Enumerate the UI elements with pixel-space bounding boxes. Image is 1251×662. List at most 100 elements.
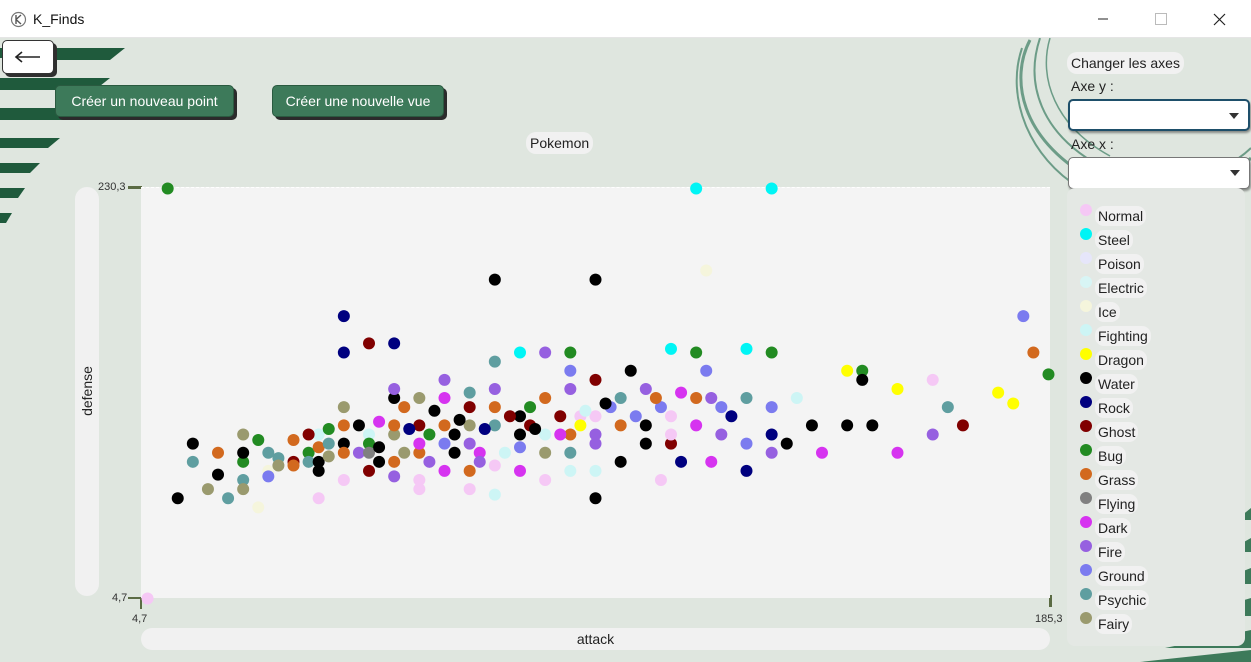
- scatter-point[interactable]: [403, 423, 416, 436]
- scatter-point[interactable]: [388, 428, 401, 441]
- scatter-point[interactable]: [478, 423, 491, 436]
- scatter-point[interactable]: [312, 455, 325, 468]
- scatter-point[interactable]: [312, 464, 325, 477]
- scatter-point[interactable]: [398, 446, 411, 459]
- scatter-point[interactable]: [388, 455, 401, 468]
- scatter-point[interactable]: [564, 364, 577, 377]
- scatter-point[interactable]: [926, 428, 939, 441]
- scatter-point[interactable]: [252, 501, 265, 514]
- scatter-point[interactable]: [675, 386, 688, 399]
- scatter-point[interactable]: [262, 446, 275, 459]
- scatter-point[interactable]: [780, 437, 793, 450]
- scatter-point[interactable]: [675, 455, 688, 468]
- scatter-point[interactable]: [579, 404, 592, 417]
- scatter-point[interactable]: [514, 464, 527, 477]
- scatter-point[interactable]: [514, 346, 527, 359]
- y-axis-select[interactable]: [1068, 99, 1250, 131]
- scatter-point[interactable]: [539, 346, 552, 359]
- scatter-point[interactable]: [388, 470, 401, 483]
- scatter-point[interactable]: [388, 392, 401, 405]
- scatter-point[interactable]: [337, 401, 350, 414]
- scatter-point[interactable]: [539, 428, 552, 441]
- scatter-point[interactable]: [463, 401, 476, 414]
- scatter-point[interactable]: [529, 423, 542, 436]
- scatter-point[interactable]: [201, 483, 214, 496]
- maximize-button[interactable]: [1132, 0, 1190, 38]
- x-axis-select[interactable]: [1068, 157, 1250, 189]
- scatter-point[interactable]: [629, 410, 642, 423]
- scatter-point[interactable]: [252, 433, 265, 446]
- scatter-point[interactable]: [312, 492, 325, 505]
- scatter-point[interactable]: [373, 455, 386, 468]
- scatter-point[interactable]: [473, 455, 486, 468]
- scatter-point[interactable]: [428, 404, 441, 417]
- scatter-point[interactable]: [463, 419, 476, 432]
- scatter-point[interactable]: [488, 273, 501, 286]
- scatter-point[interactable]: [589, 492, 602, 505]
- scatter-point[interactable]: [700, 264, 713, 277]
- minimize-button[interactable]: [1074, 0, 1132, 38]
- scatter-point[interactable]: [926, 373, 939, 386]
- scatter-point[interactable]: [463, 437, 476, 450]
- scatter-point[interactable]: [488, 459, 501, 472]
- scatter-point[interactable]: [363, 446, 376, 459]
- scatter-point[interactable]: [322, 423, 335, 436]
- scatter-point[interactable]: [564, 382, 577, 395]
- scatter-point[interactable]: [237, 446, 250, 459]
- scatter-point[interactable]: [302, 446, 315, 459]
- scatter-point[interactable]: [841, 364, 854, 377]
- scatter-point[interactable]: [654, 401, 667, 414]
- scatter-point[interactable]: [413, 437, 426, 450]
- scatter-point[interactable]: [539, 392, 552, 405]
- scatter-point[interactable]: [891, 446, 904, 459]
- scatter-point[interactable]: [891, 382, 904, 395]
- scatter-point[interactable]: [237, 474, 250, 487]
- scatter-point[interactable]: [453, 413, 466, 426]
- scatter-point[interactable]: [690, 346, 703, 359]
- scatter-point[interactable]: [388, 419, 401, 432]
- back-button[interactable]: [2, 40, 54, 74]
- scatter-point[interactable]: [941, 401, 954, 414]
- scatter-point[interactable]: [564, 346, 577, 359]
- scatter-point[interactable]: [589, 464, 602, 477]
- scatter-point[interactable]: [589, 410, 602, 423]
- scatter-point[interactable]: [514, 410, 527, 423]
- scatter-point[interactable]: [589, 437, 602, 450]
- scatter-point[interactable]: [664, 410, 677, 423]
- scatter-point[interactable]: [438, 464, 451, 477]
- scatter-point[interactable]: [302, 428, 315, 441]
- scatter-point[interactable]: [554, 428, 567, 441]
- scatter-point[interactable]: [337, 419, 350, 432]
- scatter-point[interactable]: [664, 437, 677, 450]
- scatter-point[interactable]: [352, 419, 365, 432]
- scatter-point[interactable]: [312, 428, 325, 441]
- scatter-point[interactable]: [624, 364, 637, 377]
- scatter-point[interactable]: [413, 392, 426, 405]
- scatter-plot-area[interactable]: [141, 182, 1055, 605]
- scatter-point[interactable]: [705, 455, 718, 468]
- scatter-point[interactable]: [956, 419, 969, 432]
- scatter-point[interactable]: [287, 433, 300, 446]
- scatter-point[interactable]: [1042, 368, 1055, 381]
- scatter-point[interactable]: [373, 415, 386, 428]
- scatter-point[interactable]: [740, 392, 753, 405]
- scatter-point[interactable]: [438, 437, 451, 450]
- scatter-point[interactable]: [856, 373, 869, 386]
- scatter-point[interactable]: [790, 392, 803, 405]
- scatter-point[interactable]: [237, 455, 250, 468]
- scatter-point[interactable]: [805, 419, 818, 432]
- scatter-point[interactable]: [498, 446, 511, 459]
- scatter-point[interactable]: [856, 364, 869, 377]
- scatter-point[interactable]: [448, 446, 461, 459]
- scatter-point[interactable]: [614, 419, 627, 432]
- scatter-point[interactable]: [740, 342, 753, 355]
- scatter-point[interactable]: [161, 182, 174, 195]
- scatter-point[interactable]: [423, 455, 436, 468]
- scatter-point[interactable]: [322, 437, 335, 450]
- scatter-point[interactable]: [473, 446, 486, 459]
- scatter-point[interactable]: [664, 342, 677, 355]
- scatter-point[interactable]: [524, 401, 537, 414]
- scatter-point[interactable]: [388, 382, 401, 395]
- scatter-point[interactable]: [514, 428, 527, 441]
- scatter-point[interactable]: [423, 428, 436, 441]
